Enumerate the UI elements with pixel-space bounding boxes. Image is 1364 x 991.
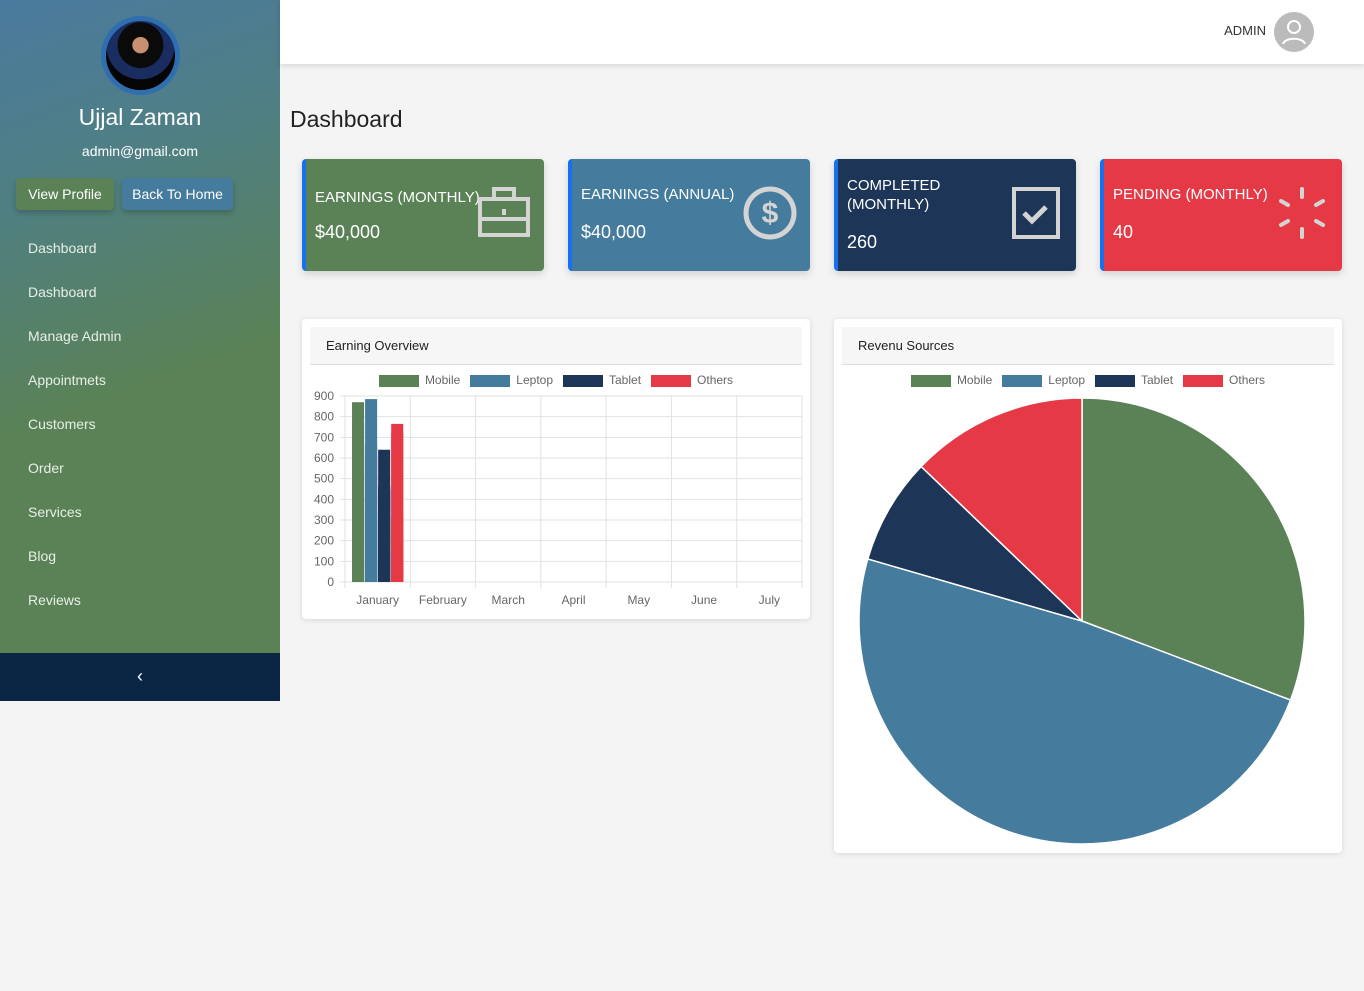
legend-item[interactable]: Mobile	[910, 373, 992, 387]
sidebar-item-dashboard-2[interactable]: Dashboard	[28, 284, 97, 300]
card-label: EARNINGS (ANNUAL)	[581, 186, 735, 203]
user-avatar-icon[interactable]	[1274, 12, 1314, 52]
y-tick-label: 100	[314, 554, 334, 568]
svg-text:$: $	[762, 197, 779, 230]
page-title: Dashboard	[290, 106, 403, 132]
earning-overview-panel: Earning Overview Mobile Leptop Tablet Ot…	[302, 319, 810, 619]
legend-item[interactable]: Leptop	[1002, 373, 1085, 387]
bar-others	[391, 423, 404, 582]
y-tick-label: 500	[314, 472, 334, 486]
y-tick-label: 700	[314, 430, 334, 444]
profile-avatar	[101, 16, 180, 95]
sidebar-item-manage-admin[interactable]: Manage Admin	[28, 328, 122, 344]
y-tick-label: 0	[327, 575, 334, 589]
bar-tablet	[378, 554, 391, 582]
y-tick-label: 300	[314, 513, 334, 527]
card-earnings-monthly: EARNINGS (MONTHLY) $40,000	[302, 159, 544, 271]
sidebar-item-order[interactable]: Order	[28, 460, 64, 476]
panel-title: Revenu Sources	[842, 327, 1334, 365]
card-earnings-annual: EARNINGS (ANNUAL) $40,000 $	[568, 159, 810, 271]
card-label: EARNINGS (MONTHLY)	[315, 189, 480, 206]
sidebar-collapse-button[interactable]: ‹	[0, 653, 280, 701]
legend-item[interactable]: Tablet	[1095, 373, 1173, 387]
x-tick-label: April	[561, 593, 585, 607]
y-tick-label: 200	[314, 534, 334, 548]
card-pending-monthly: PENDING (MONTHLY) 40	[1100, 159, 1342, 271]
sidebar-item-blog[interactable]: Blog	[28, 548, 57, 564]
pie-slice-leptop	[858, 558, 1292, 845]
check-square-icon	[1012, 187, 1060, 239]
pie-legend: Mobile Leptop Tablet Others	[834, 373, 1342, 387]
sidebar-item-services[interactable]: Services	[28, 504, 82, 520]
legend-item[interactable]: Others	[1183, 373, 1265, 387]
legend-item[interactable]: Mobile	[378, 373, 460, 387]
card-value: 260	[847, 232, 878, 252]
pie-slice-tablet	[866, 465, 1083, 622]
sidebar-item-dashboard[interactable]: Dashboard	[28, 240, 97, 256]
x-tick-label: March	[492, 593, 525, 607]
bar-leptop	[365, 399, 378, 582]
briefcase-icon	[478, 187, 530, 237]
y-tick-label: 600	[314, 451, 334, 465]
panel-title: Earning Overview	[310, 327, 802, 365]
dollar-circle-icon: $	[743, 186, 797, 240]
y-tick-label: 900	[314, 389, 334, 403]
x-tick-label: May	[627, 593, 650, 607]
legend-item[interactable]: Others	[651, 373, 733, 387]
pie-chart	[858, 397, 1306, 845]
pie-slice-others	[920, 397, 1083, 623]
view-profile-button[interactable]: View Profile	[16, 178, 114, 210]
card-label: PENDING (MONTHLY)	[1113, 186, 1268, 203]
bar-chart: 0 100 200 300 400 500 600 700 800 900 January Febru…	[314, 389, 803, 607]
card-value: 40	[1113, 222, 1134, 242]
card-label: COMPLETED (MONTHLY)	[847, 177, 941, 213]
card-value: $40,000	[315, 222, 381, 242]
y-tick-label: 400	[314, 492, 334, 506]
sidebar-item-customers[interactable]: Customers	[28, 416, 96, 432]
sidebar-item-appointments[interactable]: Appointmets	[28, 372, 106, 388]
user-email: admin@gmail.com	[81, 143, 199, 159]
legend-item[interactable]: Leptop	[470, 373, 553, 387]
card-value: $40,000	[581, 222, 647, 242]
sidebar-nav: Dashboard Dashboard Manage Admin Appoint…	[0, 226, 280, 622]
bar-mobile	[352, 461, 365, 582]
pie-slice-mobile	[1081, 397, 1306, 702]
y-tick-label: 800	[314, 410, 334, 424]
legend-item[interactable]: Tablet	[563, 373, 641, 387]
x-tick-label: February	[419, 593, 467, 607]
revenue-sources-panel: Revenu Sources Mobile Leptop Tablet Othe…	[834, 319, 1342, 853]
chevron-left-icon: ‹	[137, 666, 143, 686]
bar-legend: Mobile Leptop Tablet Others	[302, 373, 810, 387]
x-tick-label: July	[759, 593, 780, 607]
user-name: Ujjal Zaman	[78, 104, 202, 130]
back-to-home-button[interactable]: Back To Home	[122, 178, 233, 210]
sidebar-item-reviews[interactable]: Reviews	[28, 592, 81, 608]
x-tick-label: June	[691, 593, 717, 607]
sidebar: Ujjal Zaman admin@gmail.com View Profile…	[0, 0, 280, 701]
x-tick-label: January	[356, 593, 399, 607]
spinner-icon	[1279, 187, 1325, 239]
top-header: ADMIN	[280, 0, 1364, 64]
card-completed-monthly: COMPLETED (MONTHLY) 260	[834, 159, 1076, 271]
admin-label[interactable]: ADMIN	[1224, 23, 1266, 38]
